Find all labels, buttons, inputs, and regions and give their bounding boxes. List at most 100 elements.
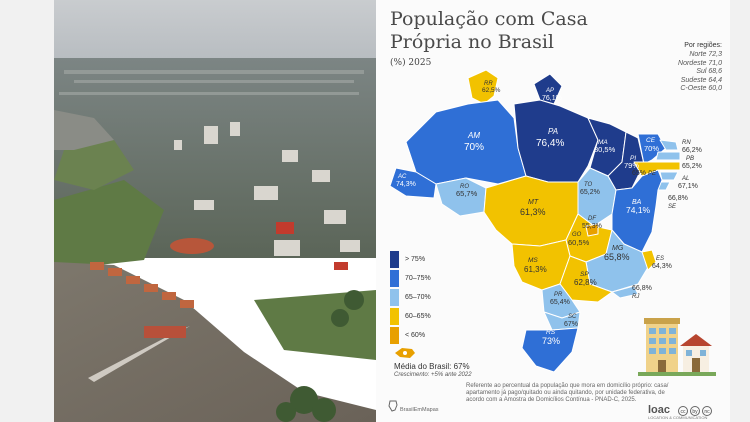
uf-pa: PA bbox=[548, 127, 558, 136]
uf-ms: MS bbox=[528, 257, 538, 264]
uf-ap: AP bbox=[545, 88, 554, 94]
state-pb bbox=[655, 151, 681, 161]
uf-pe: PE bbox=[648, 171, 657, 177]
legend-label: 70–75% bbox=[405, 275, 431, 282]
region-item: Nordeste 71,0 bbox=[678, 59, 722, 67]
legend-label: 60–65% bbox=[405, 313, 431, 320]
uf-ac: AC bbox=[397, 174, 407, 180]
uf-am: AM bbox=[467, 131, 480, 140]
region-item: Norte 72,3 bbox=[689, 51, 722, 59]
state-rn bbox=[659, 139, 679, 151]
legend-label: 65–70% bbox=[405, 294, 431, 301]
label-df: 55,3% bbox=[582, 223, 602, 230]
legend-label: > 75% bbox=[405, 256, 426, 263]
state-sp bbox=[559, 255, 613, 303]
brand-name: BrasilEmMapas bbox=[400, 407, 439, 413]
brazil-map: 62,5% RR AP 76,1% AM 70% PA 76,4% MA 80,… bbox=[389, 69, 702, 373]
uf-sc: SC bbox=[568, 314, 577, 320]
uf-rj: RJ bbox=[632, 294, 640, 300]
label-sc: 67% bbox=[564, 321, 578, 328]
loac-tagline: LOCATION & COMMUNICATION bbox=[648, 415, 708, 420]
uf-se: SE bbox=[668, 204, 677, 210]
loac-logo: loac bbox=[648, 404, 671, 416]
state-pa bbox=[513, 99, 599, 183]
legend-item: > 75% bbox=[390, 250, 431, 269]
cc-license-icon: cc bbox=[678, 406, 688, 416]
region-item: C-Oeste 60,0 bbox=[680, 85, 722, 93]
label-es: 64,3% bbox=[652, 263, 672, 270]
legend-item: < 60% bbox=[390, 326, 431, 345]
legend-swatch bbox=[390, 308, 399, 325]
aerial-city-photo bbox=[54, 0, 376, 422]
chart-title: População com Casa Própria no Brasil bbox=[390, 8, 588, 53]
label-rs: 73% bbox=[542, 336, 560, 346]
region-item: Sudeste 64,4 bbox=[680, 76, 722, 84]
label-rn: 66,2% bbox=[682, 147, 702, 154]
uf-ba: BA bbox=[632, 199, 642, 206]
label-rj: 66,8% bbox=[632, 285, 652, 292]
growth-label: Crescimento: +5% ante 2022 bbox=[394, 372, 472, 378]
uf-to: TO bbox=[584, 182, 593, 188]
state-rr bbox=[467, 69, 499, 105]
uf-mt: MT bbox=[528, 199, 539, 206]
uf-mg: MG bbox=[612, 245, 624, 252]
map-legend: > 75% 70–75% 65–70% 60–65% < 60% bbox=[390, 250, 431, 345]
legend-item: 65–70% bbox=[390, 288, 431, 307]
legend-swatch bbox=[390, 289, 399, 306]
state-ac bbox=[389, 167, 437, 199]
state-ap bbox=[533, 73, 563, 105]
state-pe bbox=[633, 161, 681, 177]
uf-ro: RO bbox=[460, 184, 469, 190]
label-ce: 70% bbox=[644, 144, 659, 153]
label-pi: 79% bbox=[624, 161, 639, 170]
uf-pb: PB bbox=[686, 156, 694, 162]
uf-al: AL bbox=[681, 176, 689, 182]
label-to: 65,2% bbox=[580, 189, 600, 196]
label-pb: 65,2% bbox=[682, 163, 702, 170]
state-sc bbox=[543, 311, 581, 331]
state-rj bbox=[611, 285, 639, 299]
by-license-icon: by bbox=[690, 406, 700, 416]
uf-rs: RS bbox=[546, 329, 556, 336]
uf-pi: PI bbox=[630, 155, 636, 162]
building-house-illustration bbox=[638, 318, 716, 376]
label-se: 66,8% bbox=[668, 195, 688, 202]
regions-box: Por regiões: Norte 72,3 Nordeste 71,0 Su… bbox=[678, 42, 722, 93]
label-rr: 62,5% bbox=[482, 87, 501, 94]
label-go: 60,5% bbox=[568, 238, 590, 247]
label-am: 70% bbox=[464, 142, 484, 153]
label-mg: 65,8% bbox=[604, 252, 630, 262]
label-ap: 76,1% bbox=[542, 95, 562, 102]
brazil-outline-icon bbox=[388, 400, 398, 412]
left-margin bbox=[0, 0, 54, 422]
uf-df: DF bbox=[588, 216, 596, 222]
label-ro: 65,7% bbox=[456, 189, 478, 198]
legend-item: 70–75% bbox=[390, 269, 431, 288]
uf-es: ES bbox=[656, 256, 664, 262]
pin-marker-icon bbox=[395, 348, 415, 358]
uf-ce: CE bbox=[646, 137, 656, 144]
infographic-panel: População com Casa Própria no Brasil (%)… bbox=[376, 0, 730, 422]
uf-ma: MA bbox=[598, 139, 608, 146]
uf-rr: RR bbox=[484, 81, 493, 87]
legend-swatch bbox=[390, 327, 399, 344]
right-margin bbox=[730, 0, 750, 422]
label-pa: 76,4% bbox=[536, 138, 564, 149]
uf-pr: PR bbox=[554, 292, 563, 298]
legend-swatch bbox=[390, 270, 399, 287]
label-pr: 65,4% bbox=[550, 299, 570, 306]
state-df bbox=[585, 223, 599, 237]
uf-go: GO bbox=[572, 232, 582, 238]
label-mt: 61,3% bbox=[520, 207, 546, 217]
state-rs bbox=[521, 327, 579, 373]
label-ms: 61,3% bbox=[524, 265, 547, 274]
label-al: 67,1% bbox=[678, 183, 698, 190]
legend-label: < 60% bbox=[405, 332, 426, 339]
region-item: Sul 68,6 bbox=[696, 68, 722, 76]
legend-swatch bbox=[390, 251, 399, 268]
state-al bbox=[659, 171, 679, 181]
uf-sp: SP bbox=[580, 271, 589, 278]
label-sp: 62,8% bbox=[574, 278, 597, 287]
regions-title: Por regiões: bbox=[684, 42, 722, 49]
